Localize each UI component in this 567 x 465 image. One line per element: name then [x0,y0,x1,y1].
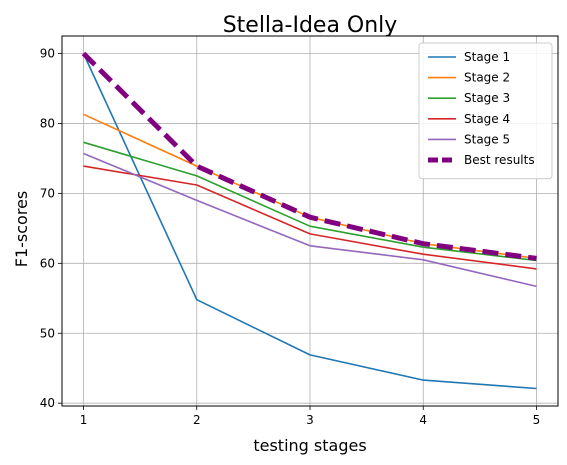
legend-entry-label: Stage 2 [464,71,510,85]
x-axis-label: testing stages [253,436,366,455]
x-tick-label: 3 [306,413,314,427]
y-tick-label: 40 [40,396,55,410]
legend-entry-label: Stage 3 [464,91,510,105]
x-tick-label: 5 [533,413,541,427]
y-tick-label: 90 [40,46,55,60]
x-tick-label: 1 [80,413,88,427]
x-tick-label: 2 [193,413,201,427]
y-axis-label: F1-scores [12,191,31,267]
chart-title: Stella-Idea Only [223,13,398,38]
y-tick-label: 70 [40,186,55,200]
legend: Stage 1 Stage 2 Stage 3 Stage 4 Stage 5 Best … [418,42,553,180]
series-line-5 [83,152,537,288]
y-tick-label: 80 [40,116,55,130]
series-line-4 [83,165,537,270]
axis-ticks: 1 2 3 4 5 40 50 60 70 80 90 [40,46,541,427]
y-tick-label: 50 [40,326,55,340]
series-line-1 [82,53,537,390]
legend-entry-label: Stage 4 [464,112,510,126]
series-line-6 [81,51,537,261]
series-line-3 [83,141,537,262]
legend-entry-label: Best results [464,153,535,167]
legend-entry-label: Stage 1 [464,50,510,64]
legend-entry-label: Stage 5 [464,132,510,146]
x-tick-label: 4 [419,413,427,427]
series-lines [81,51,537,390]
y-tick-label: 60 [40,256,55,270]
